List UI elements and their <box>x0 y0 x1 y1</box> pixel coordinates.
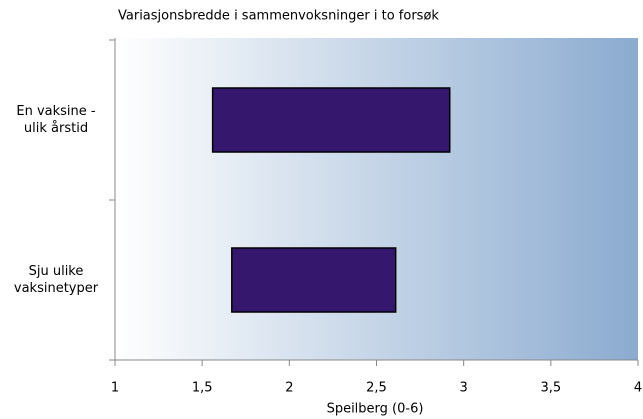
bar <box>211 87 451 153</box>
x-tick-label: 2,5 <box>366 381 387 396</box>
x-tick-label: 3,5 <box>540 381 561 396</box>
y-tick-label: En vaksine - ulik årstid <box>16 104 96 136</box>
x-tick-label: 1 <box>111 381 119 396</box>
x-tick-label: 3 <box>460 381 468 396</box>
y-tick-label: Sju ulike vaksinetyper <box>13 264 99 296</box>
x-tick-label: 2 <box>285 381 293 396</box>
bar <box>231 247 397 313</box>
x-tick-label: 1,5 <box>192 381 213 396</box>
x-tick-label: 4 <box>634 381 642 396</box>
chart-title: Variasjonsbredde i sammenvoksninger i to… <box>118 9 439 24</box>
x-axis-label: Speilberg (0-6) <box>327 402 424 417</box>
